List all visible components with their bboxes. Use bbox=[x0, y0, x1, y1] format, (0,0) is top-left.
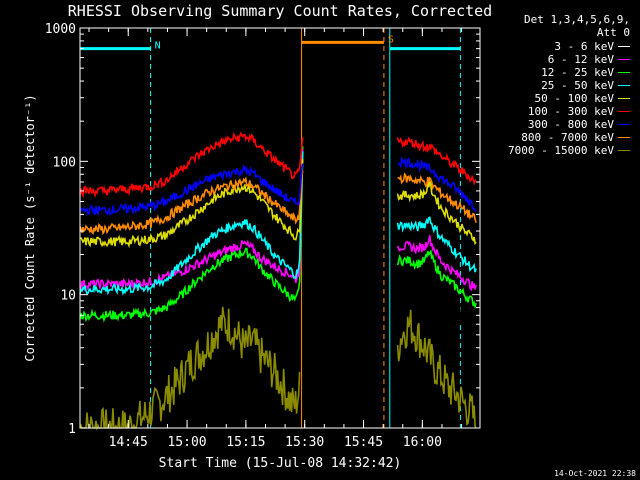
legend-label-2: 12 - 25 keV bbox=[541, 66, 614, 79]
series-line-6-0 bbox=[79, 163, 304, 217]
y-tick-label-3: 1 bbox=[68, 422, 76, 437]
legend-label-4: 50 - 100 keV bbox=[534, 92, 614, 105]
series-line-0-0 bbox=[79, 139, 304, 354]
annotation-label-2: S bbox=[388, 34, 394, 45]
legend-swatch-1 bbox=[618, 59, 630, 60]
series-line-5-0 bbox=[79, 131, 304, 199]
legend-swatch-7 bbox=[618, 137, 630, 138]
legend-label-6: 300 - 800 keV bbox=[527, 118, 614, 131]
series-line-4-0 bbox=[79, 158, 304, 249]
legend-swatch-4 bbox=[618, 98, 630, 99]
footer-timestamp: 14-Oct-2021 22:38 bbox=[554, 469, 636, 478]
series-line-4-1 bbox=[396, 181, 477, 245]
y-tick-label-1: 100 bbox=[53, 155, 76, 170]
legend-label-0: 3 - 6 keV bbox=[554, 40, 614, 53]
series-line-7-1 bbox=[397, 172, 477, 223]
x-tick-label-0: 14:45 bbox=[109, 435, 148, 450]
legend-swatch-8 bbox=[618, 150, 630, 151]
legend-header-1: Att 0 bbox=[596, 26, 630, 39]
y-tick-label-2: 10 bbox=[60, 289, 76, 304]
series-line-1-0 bbox=[79, 149, 304, 292]
legend-label-8: 7000 - 15000 keV bbox=[508, 144, 614, 157]
series-line-3-0 bbox=[79, 151, 304, 296]
legend-label-5: 100 - 300 keV bbox=[527, 105, 614, 118]
legend-item-2: 12 - 25 keV bbox=[541, 66, 630, 79]
y-axis-label: Corrected Count Rate (s⁻¹ detector⁻¹) bbox=[23, 94, 37, 361]
series-line-7-0 bbox=[79, 170, 304, 236]
legend-item-4: 50 - 100 keV bbox=[535, 92, 630, 105]
series-line-6-1 bbox=[397, 156, 477, 213]
series-line-3-1 bbox=[396, 216, 477, 273]
x-axis-label: Start Time (15-Jul-08 14:32:42) bbox=[159, 456, 402, 471]
legend-item-7: 800 - 7000 keV bbox=[521, 131, 630, 144]
series-line-2-0 bbox=[79, 146, 304, 323]
series-line-5-1 bbox=[396, 136, 477, 186]
legend-item-0: 3 - 6 keV bbox=[554, 40, 630, 53]
series-line-8-1 bbox=[396, 309, 477, 429]
x-tick-label-1: 15:00 bbox=[167, 435, 206, 450]
legend-item-3: 25 - 50 keV bbox=[541, 79, 630, 92]
series-line-0-1 bbox=[396, 258, 477, 332]
legend-label-3: 25 - 50 keV bbox=[541, 79, 614, 92]
legend-swatch-3 bbox=[618, 85, 630, 86]
y-tick-label-0: 1000 bbox=[45, 22, 76, 37]
x-tick-label-4: 15:45 bbox=[344, 435, 383, 450]
x-tick-label-5: 16:00 bbox=[403, 435, 442, 450]
legend-item-1: 6 - 12 keV bbox=[548, 53, 630, 66]
series-line-8-0 bbox=[79, 306, 301, 431]
legend-label-7: 800 - 7000 keV bbox=[521, 131, 614, 144]
axes-layer: 14:45 15:00 15:15 15:30 15:45 16:00 1000 100 10 1 bbox=[45, 22, 480, 450]
annotation-label-0: N bbox=[155, 41, 161, 52]
legend-item-6: 300 - 800 keV bbox=[528, 118, 630, 131]
legend-swatch-5 bbox=[618, 111, 630, 112]
x-tick-label-2: 15:15 bbox=[226, 435, 265, 450]
legend-label-1: 6 - 12 keV bbox=[547, 53, 614, 66]
legend-item-8: 7000 - 15000 keV bbox=[508, 144, 630, 157]
series-layer bbox=[79, 131, 477, 431]
series-line-1-1 bbox=[396, 235, 477, 292]
chart-title: RHESSI Observing Summary Count Rates, Co… bbox=[68, 2, 492, 20]
legend-swatch-0 bbox=[618, 46, 630, 47]
x-tick-label-3: 15:30 bbox=[285, 435, 324, 450]
legend-item-5: 100 - 300 keV bbox=[528, 105, 630, 118]
series-line-2-1 bbox=[396, 249, 477, 310]
legend-swatch-2 bbox=[618, 72, 630, 73]
legend-swatch-6 bbox=[618, 124, 630, 125]
legend-header-0: Det 1,3,4,5,6,9, bbox=[524, 13, 630, 26]
plot-frame bbox=[79, 27, 481, 429]
